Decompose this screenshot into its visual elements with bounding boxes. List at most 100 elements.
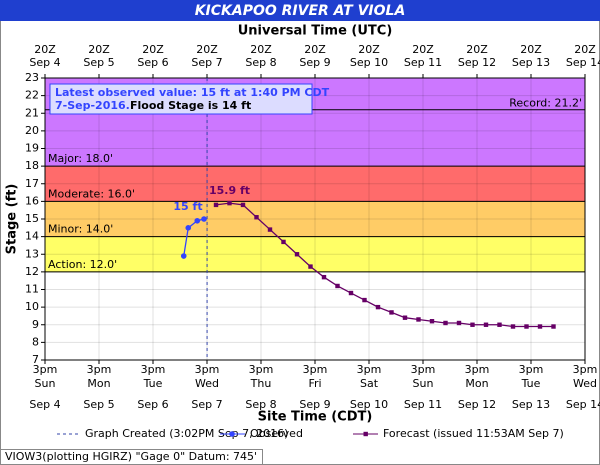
- top-tick-label: 20Z: [520, 43, 542, 56]
- top-date-label: Sep 5: [83, 56, 114, 69]
- x-date-label: Sep 7: [191, 398, 222, 411]
- y-tick-label: 13: [25, 247, 39, 260]
- x-day-label: Mon: [465, 377, 488, 390]
- legend-label: Forecast (issued 11:53AM Sep 7): [383, 427, 564, 440]
- forecast-point: [240, 202, 246, 208]
- y-tick-label: 15: [25, 212, 39, 225]
- top-tick-label: 20Z: [574, 43, 596, 56]
- flood-band: [45, 236, 585, 272]
- forecast-point: [416, 317, 421, 322]
- x-date-label: Sep 10: [350, 398, 388, 411]
- forecast-point: [402, 315, 408, 320]
- info-line: Latest observed value: 15 ft at 1:40 PM …: [55, 86, 330, 99]
- top-tick-label: 20Z: [412, 43, 434, 56]
- x-day-label: Thu: [250, 377, 272, 390]
- x-day-label: Mon: [87, 377, 110, 390]
- observed-point: [180, 253, 187, 259]
- forecast-point: [335, 283, 340, 289]
- top-date-label: Sep 6: [137, 56, 168, 69]
- y-tick-label: 9: [32, 318, 39, 331]
- top-date-label: Sep 12: [458, 56, 496, 69]
- x-date-label: Sep 4: [29, 398, 60, 411]
- observed-point: [185, 225, 192, 231]
- forecast-point: [537, 324, 543, 329]
- forecast-point: [510, 324, 516, 329]
- legend-label: Graph Created (3:02PM Sep 7, 2016): [85, 427, 288, 440]
- x-tick-label: 3pm: [303, 363, 328, 376]
- info-date: 7-Sep-2016.: [55, 99, 130, 112]
- flood-band: [45, 201, 585, 237]
- series-line: [215, 202, 554, 328]
- flood-label: Moderate: 16.0': [48, 187, 135, 200]
- forecast-point: [551, 324, 556, 329]
- y-tick-label: 22: [25, 89, 39, 102]
- legend-forecast-marker: [363, 431, 368, 437]
- x-day-label: Sun: [413, 377, 434, 390]
- x-tick-label: 3pm: [87, 363, 112, 376]
- y-tick-label: 14: [25, 230, 39, 243]
- y-tick-label: 16: [25, 194, 39, 207]
- forecast-point: [321, 274, 327, 280]
- x-day-label: Wed: [195, 377, 219, 390]
- top-date-label: Sep 9: [299, 56, 330, 69]
- x-date-label: Sep 8: [245, 398, 276, 411]
- info-flood: Flood Stage is 14 ft: [130, 99, 251, 112]
- top-date-label: Sep 13: [512, 56, 550, 69]
- x-tick-label: 3pm: [465, 363, 490, 376]
- top-tick-label: 20Z: [88, 43, 110, 56]
- record-label: Record: 21.2': [509, 97, 582, 110]
- x-day-label: Tue: [521, 377, 541, 390]
- y-tick-label: 10: [25, 300, 39, 313]
- x-day-label: Tue: [143, 377, 163, 390]
- y-tick-label: 19: [25, 142, 39, 155]
- x-date-label: Sep 12: [458, 398, 496, 411]
- x-tick-label: 3pm: [573, 363, 598, 376]
- top-tick-label: 20Z: [466, 43, 488, 56]
- top-date-label: Sep 11: [404, 56, 442, 69]
- flood-label: Major: 18.0': [48, 152, 113, 165]
- top-date-label: Sep 4: [29, 56, 60, 69]
- chart-title: KICKAPOO RIVER AT VIOLA: [195, 3, 406, 19]
- forecast-point: [375, 304, 381, 310]
- x-tick-label: 3pm: [141, 363, 166, 376]
- footer: VIOW3(plotting HGIRZ) "Gage 0" Datum: 74…: [5, 450, 257, 463]
- top-tick-label: 20Z: [304, 43, 326, 56]
- top-date-label: Sep 8: [245, 56, 276, 69]
- y-tick-label: 12: [25, 265, 39, 278]
- x-day-label: Sat: [360, 377, 379, 390]
- x-day-label: Fri: [308, 377, 321, 390]
- info-box: [49, 83, 313, 115]
- forecast-point: [443, 320, 448, 326]
- x-tick-label: 3pm: [33, 363, 58, 376]
- forecast-point: [362, 297, 367, 303]
- point-label: 15.9 ft: [209, 184, 250, 197]
- x-date-label: Sep 5: [83, 398, 114, 411]
- y-tick-label: 23: [25, 71, 39, 84]
- forecast-point: [294, 252, 300, 257]
- forecast-point: [227, 200, 232, 206]
- forecast-point: [254, 215, 259, 220]
- forecast-point: [308, 264, 313, 269]
- x-date-label: Sep 6: [137, 398, 168, 411]
- forecast-point: [429, 319, 435, 324]
- forecast-point: [470, 322, 475, 327]
- top-tick-label: 20Z: [250, 43, 272, 56]
- top-date-label: Sep 14: [566, 56, 600, 69]
- x-day-label: Sun: [35, 377, 56, 390]
- x-tick-label: 3pm: [411, 363, 436, 376]
- forecast-point: [267, 227, 273, 232]
- x-date-label: Sep 13: [512, 398, 550, 411]
- y-tick-label: 11: [25, 283, 39, 296]
- top-axis-label: Universal Time (UTC): [238, 24, 393, 39]
- top-tick-label: 20Z: [34, 43, 56, 56]
- y-tick-label: 7: [32, 353, 39, 366]
- x-tick-label: 3pm: [519, 363, 544, 376]
- plot-border: [44, 77, 586, 361]
- top-date-label: Sep 10: [350, 56, 388, 69]
- x-axis-label: Site Time (CDT): [258, 410, 373, 425]
- forecast-point: [524, 324, 529, 329]
- y-axis-label: Stage (ft): [5, 184, 20, 255]
- x-date-label: Sep 14: [566, 398, 600, 411]
- y-tick-label: 8: [32, 335, 39, 348]
